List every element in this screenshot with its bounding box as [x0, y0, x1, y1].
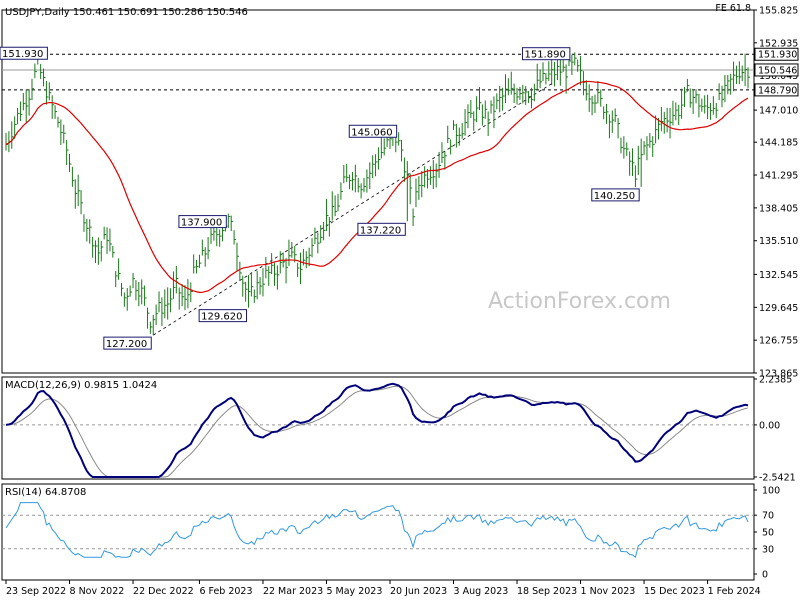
rsi-panel-frame — [1, 483, 755, 581]
annotation-label-127.200: 127.200 — [106, 339, 147, 350]
trend-line — [153, 81, 555, 336]
chart-header: USDJPY,Daily 150.461 150.691 150.286 150… — [5, 7, 248, 18]
x-tick-label: 22 Dec 2022 — [133, 586, 194, 597]
rsi-label: RSI(14) 64.8708 — [5, 487, 86, 498]
price-y-tick-label: 150.045 — [759, 71, 798, 82]
x-tick-label: 1 Nov 2023 — [581, 586, 636, 597]
annotation-box-145.060 — [348, 124, 398, 138]
macd-panel-frame — [1, 376, 755, 480]
annotation-box-137.220 — [357, 222, 406, 236]
annotation-label-137.220: 137.220 — [360, 225, 401, 236]
level-tag-label: 148.790 — [758, 85, 797, 96]
x-tick-label: 6 Feb 2023 — [199, 586, 252, 597]
price-y-tick-label: 129.645 — [759, 303, 798, 314]
rsi-y-tick-label: 30 — [762, 544, 774, 555]
fib-label: FE 61.8 — [715, 3, 751, 14]
macd-y-tick-label: -2.5421 — [759, 473, 796, 484]
annotation-box-151.930 — [0, 46, 48, 60]
level-tag-151.930 — [754, 47, 799, 61]
x-tick-label: 23 Sep 2022 — [6, 586, 66, 597]
rsi-y-tick-label: 100 — [762, 486, 780, 497]
annotation-box-151.890 — [521, 47, 571, 61]
x-tick-label: 3 Aug 2023 — [454, 586, 509, 597]
rsi-y-tick-label: 50 — [762, 528, 774, 539]
x-tick-label: 20 Jun 2023 — [390, 586, 447, 597]
rsi-y-tick-label: 70 — [762, 511, 774, 522]
macd-y-tick-label: 2.2385 — [759, 375, 792, 386]
x-tick-label: 22 Mar 2023 — [263, 586, 323, 597]
macd-label: MACD(12,26,9) 0.9815 1.0424 — [5, 380, 157, 391]
price-y-tick-label: 132.545 — [759, 270, 798, 281]
price-y-tick-label: 123.865 — [759, 369, 798, 380]
annotation-label-129.620: 129.620 — [201, 312, 242, 323]
annotation-label-140.250: 140.250 — [594, 191, 635, 202]
price-y-tick-label: 147.010 — [759, 106, 798, 117]
annotation-label-151.930: 151.930 — [2, 49, 43, 60]
macd-line — [5, 382, 749, 478]
level-tag-label: 150.546 — [758, 65, 797, 76]
x-tick-label: 8 Nov 2022 — [70, 586, 125, 597]
price-panel-frame — [1, 9, 755, 374]
price-y-tick-label: 144.185 — [759, 138, 798, 149]
price-y-tick-label: 126.755 — [759, 336, 798, 347]
x-tick-label: 18 Sep 2023 — [517, 586, 577, 597]
level-tag-148.790 — [754, 83, 799, 97]
x-tick-label: 1 Feb 2024 — [708, 586, 761, 597]
macd-y-tick-label: 0.00 — [759, 420, 780, 431]
price-y-tick-label: 138.405 — [759, 203, 798, 214]
price-y-tick-label: 135.510 — [759, 236, 798, 247]
annotation-box-127.200 — [103, 336, 152, 350]
annotation-box-137.900 — [178, 215, 227, 229]
x-tick-label: 5 May 2023 — [326, 586, 382, 597]
level-tag-150.546 — [754, 63, 799, 77]
x-tick-label: 15 Dec 2023 — [644, 586, 705, 597]
price-y-tick-label: 141.295 — [759, 171, 798, 182]
annotation-label-145.060: 145.060 — [351, 127, 392, 138]
moving-average-line — [5, 80, 749, 293]
annotation-label-137.900: 137.900 — [181, 218, 222, 229]
annotation-label-151.890: 151.890 — [524, 50, 565, 61]
annotation-box-129.620 — [198, 309, 248, 323]
level-tag-label: 151.930 — [758, 50, 797, 61]
price-y-tick-label: 155.825 — [759, 6, 798, 17]
rsi-y-tick-label: 0 — [762, 570, 768, 581]
price-y-tick-label: 152.935 — [759, 38, 798, 49]
watermark: ActionForex.com — [488, 289, 671, 314]
annotation-box-140.250 — [591, 188, 640, 202]
rsi-line — [5, 502, 749, 559]
